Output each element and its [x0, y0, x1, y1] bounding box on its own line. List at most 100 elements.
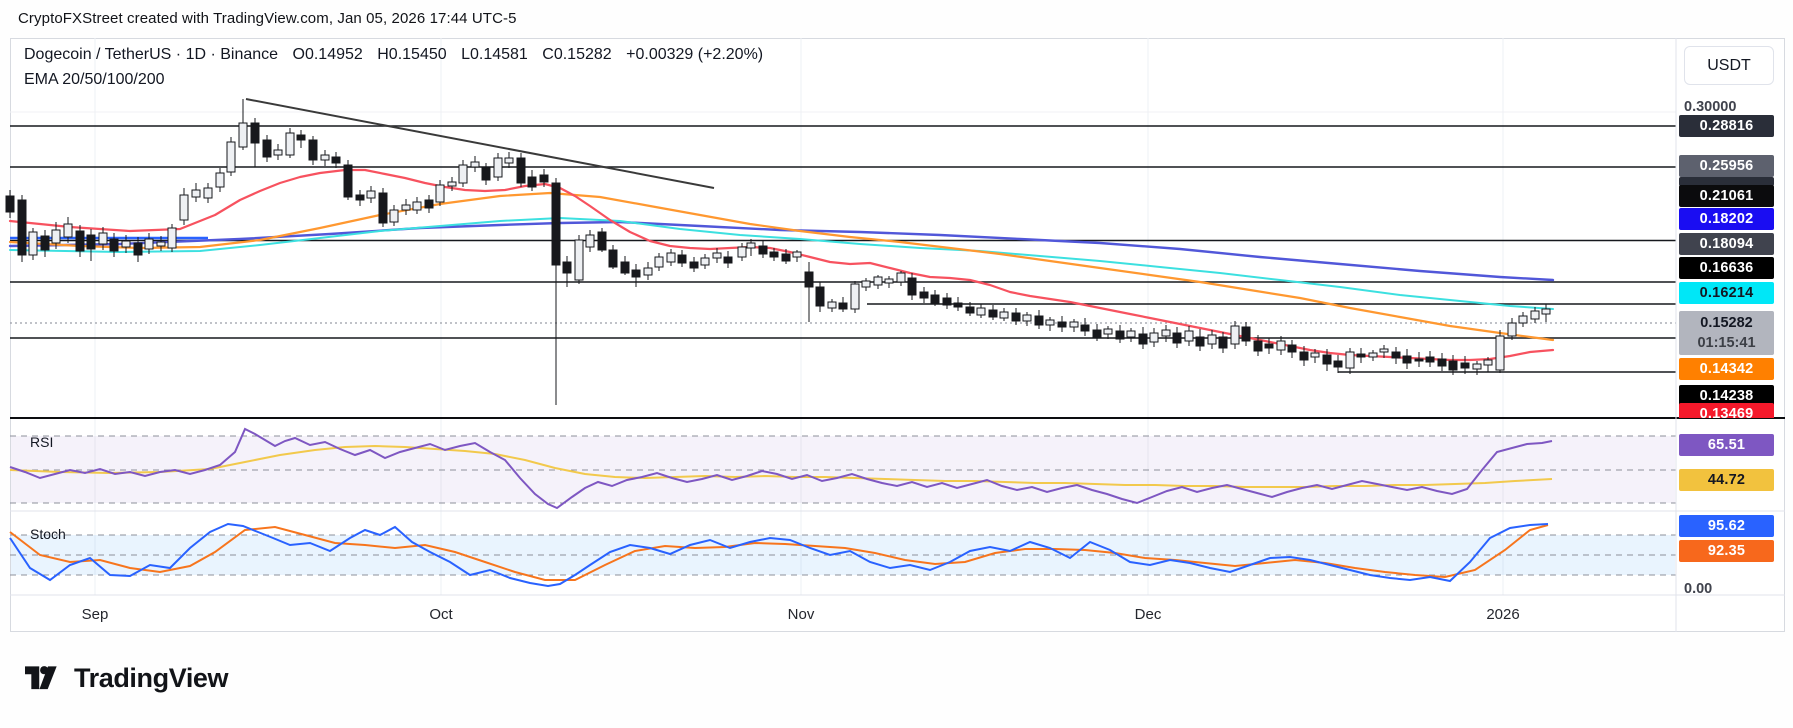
candle-body: [226, 141, 236, 173]
candle-body: [40, 235, 50, 251]
candle-body: [1149, 332, 1159, 343]
candle-body: [1230, 325, 1240, 345]
candle-body: [1195, 336, 1205, 347]
ema-line: [8, 220, 1555, 282]
time-axis-label-nov: Nov: [787, 606, 815, 623]
chart-widget: [10, 38, 1785, 632]
candle-body: [144, 238, 154, 250]
candle-body: [1069, 321, 1079, 328]
candle-body: [1045, 319, 1055, 326]
candle-body: [167, 227, 177, 249]
trendline: [245, 98, 715, 189]
candle-body: [1161, 329, 1171, 337]
candle-body: [179, 194, 189, 221]
candle-body: [1287, 344, 1297, 353]
ohlc-open: O0.14952: [292, 46, 363, 63]
price-label: 44.72: [1679, 469, 1774, 491]
candle-body: [677, 254, 687, 264]
footer-logo[interactable]: TradingView: [25, 658, 229, 698]
candle-body: [620, 261, 630, 274]
candle-body: [712, 252, 722, 259]
ema-legend: EMA 20/50/100/200: [24, 71, 165, 88]
candle-body: [320, 154, 330, 161]
candle-body: [873, 276, 883, 286]
candle-body: [539, 174, 549, 183]
candle-body: [262, 139, 272, 158]
price-axis[interactable]: 0.30000 0.00: [1678, 38, 1782, 632]
price-label: 0.28816: [1679, 115, 1774, 137]
chart-legend: Dogecoin / TetherUS · 1D · Binance O0.14…: [24, 46, 773, 64]
candle-body: [343, 164, 353, 198]
candle-body: [1402, 355, 1412, 364]
candle-body: [953, 302, 963, 308]
candle-body: [86, 234, 96, 250]
rsi-axis-labels: 65.51 44.72: [1678, 418, 1782, 511]
candle-body: [850, 283, 860, 310]
candle-body: [285, 132, 295, 156]
candle-body: [389, 209, 399, 223]
price-label: 0.13469: [1679, 403, 1774, 418]
candle-body: [1460, 362, 1470, 369]
candle-body: [1034, 315, 1044, 326]
candle-body: [191, 189, 201, 198]
candle-body: [1057, 321, 1067, 328]
time-axis-label-oct: Oct: [429, 606, 453, 623]
currency-toggle-button[interactable]: USDT: [1684, 46, 1774, 85]
candle-body: [481, 167, 491, 181]
candle-body: [527, 176, 537, 188]
candle-body: [861, 280, 871, 288]
candle-body: [435, 184, 445, 203]
symbol-title: Dogecoin / TetherUS · 1D · Binance: [24, 46, 279, 63]
candle-body: [1472, 363, 1482, 370]
time-axis[interactable]: Sep Oct Nov Dec 2026: [10, 606, 1676, 630]
candle-body: [1138, 333, 1148, 345]
price-label: 0.21061: [1679, 185, 1774, 207]
candle-body: [723, 256, 733, 264]
candle-body: [424, 199, 434, 209]
current-price-label: 0.15282 01:15:41: [1679, 311, 1774, 355]
rsi-pane-label: RSI: [30, 434, 54, 450]
candle-body: [804, 271, 814, 288]
candle-body: [1414, 358, 1424, 362]
price-label: 65.51: [1679, 434, 1774, 456]
candle-body: [769, 251, 779, 258]
candle-body: [737, 246, 747, 258]
candle-body: [1483, 359, 1493, 366]
ohlc-close: C0.15282: [542, 46, 612, 63]
candle-body: [1425, 356, 1435, 363]
candle-body: [689, 261, 699, 269]
candle-body: [51, 229, 61, 244]
candle-body: [1253, 340, 1263, 352]
candle-body: [758, 245, 768, 255]
bar-countdown: 01:15:41: [1697, 335, 1756, 351]
candle-body: [355, 194, 365, 201]
candle-body: [1115, 330, 1125, 340]
candle-body: [896, 272, 906, 283]
candle-body: [1276, 340, 1286, 351]
candle-body: [203, 187, 213, 199]
candle-body: [942, 297, 952, 306]
candle-body: [1184, 330, 1194, 342]
candle-body: [1541, 308, 1551, 315]
candle-body: [366, 190, 376, 199]
candle-body: [608, 249, 618, 268]
time-axis-label-dec: Dec: [1134, 606, 1162, 623]
candle-body: [585, 234, 595, 248]
candle-body: [121, 240, 131, 248]
ema-line: [8, 191, 1555, 342]
candle-body: [1345, 351, 1355, 369]
candle-body: [1333, 360, 1343, 368]
candle-body: [965, 306, 975, 314]
candle-body: [1218, 336, 1228, 349]
stoch-axis-labels: 95.62 92.35: [1678, 511, 1782, 595]
candle-body: [551, 182, 561, 266]
candle-body: [5, 195, 15, 213]
candle-body: [884, 278, 894, 284]
candle-body: [1379, 348, 1389, 353]
price-label: 0.14238: [1679, 385, 1774, 407]
price-label: 92.35: [1679, 540, 1774, 562]
candle-body: [1495, 335, 1505, 371]
candle-body: [700, 257, 710, 266]
ema-line: [8, 168, 1555, 362]
